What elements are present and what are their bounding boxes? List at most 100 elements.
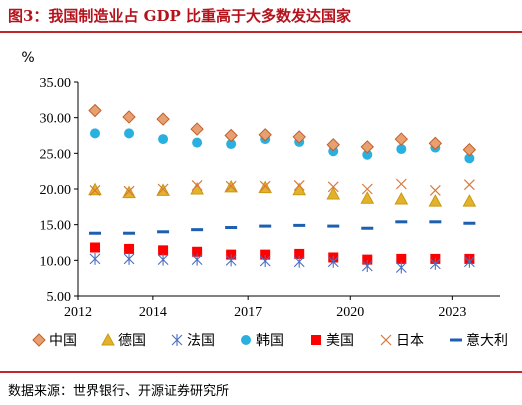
legend-marker	[241, 335, 251, 345]
legend-item: 中国	[32, 333, 77, 349]
data-point	[394, 191, 409, 205]
data-point	[429, 220, 442, 224]
legend-label: 日本	[396, 333, 424, 349]
series-asterisk	[89, 252, 475, 274]
data-point	[360, 140, 374, 154]
data-point	[225, 180, 237, 192]
series-dash	[89, 220, 476, 235]
y-axis-unit: %	[21, 50, 34, 66]
data-point	[123, 185, 135, 197]
data-marks	[88, 103, 477, 274]
data-point	[464, 153, 475, 164]
y-tick-label: 15.00	[40, 219, 72, 234]
data-point	[90, 242, 101, 253]
data-point	[158, 245, 169, 256]
data-point	[192, 137, 203, 148]
data-point	[327, 224, 340, 228]
data-point	[463, 255, 475, 268]
legend-item: 法国	[171, 333, 215, 349]
series-square	[90, 242, 475, 265]
data-point	[292, 130, 306, 144]
data-point	[428, 136, 443, 151]
y-tick-label: 20.00	[40, 183, 72, 198]
data-point	[395, 220, 408, 224]
data-point	[462, 194, 477, 207]
series-diamond	[88, 103, 477, 157]
y-tick-label: 25.00	[40, 147, 72, 162]
data-point	[124, 128, 135, 139]
data-point	[225, 254, 237, 267]
legend-item: 日本	[380, 333, 424, 349]
x-tick-label: 2017	[234, 305, 262, 320]
legend-label: 中国	[49, 333, 77, 349]
data-point	[395, 178, 407, 190]
legend-item: 德国	[101, 332, 146, 349]
legend-marker	[450, 338, 462, 342]
data-point	[190, 122, 204, 136]
legend-label: 意大利	[466, 332, 508, 349]
legend-label: 美国	[326, 333, 354, 349]
data-point	[396, 144, 407, 155]
data-point	[89, 231, 102, 235]
data-point	[226, 139, 237, 150]
data-point	[89, 252, 101, 265]
legend-marker	[311, 335, 321, 345]
series-x	[89, 178, 475, 197]
data-point	[89, 185, 101, 196]
data-point	[361, 183, 373, 195]
data-point	[191, 180, 203, 191]
title-rule	[0, 31, 522, 33]
series-circle	[90, 128, 475, 164]
data-point	[428, 194, 443, 207]
data-point	[326, 186, 341, 200]
data-point	[429, 185, 441, 196]
data-point	[191, 228, 204, 232]
legend: 中国 德国 法国 韩国 美国 日本 意大利	[32, 332, 508, 349]
y-tick-label: 30.00	[40, 112, 72, 127]
series-triangle	[88, 179, 477, 207]
data-point	[293, 223, 306, 227]
data-point	[156, 112, 170, 126]
data-source: 数据来源：世界银行、开源证券研究所	[8, 384, 230, 399]
data-point	[123, 252, 135, 265]
x-tick-label: 2012	[64, 305, 92, 320]
axes: 5.00 10.00 15.00 20.00 25.00 30.00 35.00 2012 20…	[40, 76, 500, 320]
legend-label: 韩国	[256, 333, 284, 349]
data-point	[362, 149, 373, 160]
data-point	[259, 255, 271, 268]
data-point	[122, 110, 136, 124]
data-point	[361, 260, 373, 273]
legend-marker	[380, 334, 392, 346]
x-tick-label: 2023	[438, 305, 466, 320]
legend-marker	[32, 333, 46, 347]
data-point	[258, 128, 272, 142]
legend-label: 法国	[187, 333, 215, 349]
data-point	[259, 224, 272, 228]
data-point	[158, 134, 169, 145]
data-point	[124, 243, 135, 254]
data-point	[123, 231, 136, 235]
figure-title: 图3：我国制造业占 GDP 比重高于大多数发达国家	[8, 7, 351, 25]
data-point	[88, 182, 102, 196]
data-point	[259, 180, 271, 192]
data-point	[429, 257, 441, 270]
data-point	[327, 255, 339, 268]
data-point	[260, 249, 271, 260]
data-point	[396, 253, 407, 264]
data-point	[327, 181, 339, 193]
data-point	[361, 226, 374, 230]
data-point	[192, 246, 203, 257]
data-point	[394, 132, 409, 146]
chart: % 5.00 10.00 15.00 20.00 25.00 30.00 35.00 2012…	[21, 50, 508, 349]
data-point	[463, 221, 476, 225]
data-point	[360, 191, 375, 204]
legend-marker	[101, 332, 115, 346]
data-point	[191, 253, 203, 266]
data-point	[157, 183, 169, 195]
legend-item: 美国	[311, 333, 354, 349]
data-point	[395, 261, 407, 274]
legend-label: 德国	[118, 333, 146, 349]
x-tick-label: 2014	[139, 305, 167, 320]
data-point	[362, 254, 373, 265]
source-rule	[0, 371, 522, 373]
